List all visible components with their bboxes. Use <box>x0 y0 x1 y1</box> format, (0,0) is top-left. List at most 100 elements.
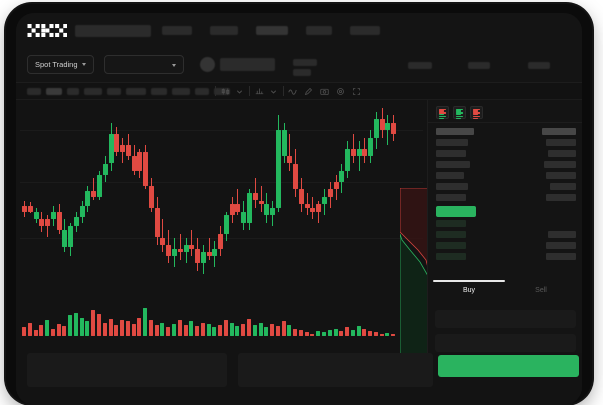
orderbook-ask-row[interactable] <box>436 161 470 168</box>
volume-bar <box>160 322 165 336</box>
positions-panel[interactable] <box>238 353 433 387</box>
volume-bar <box>356 326 361 336</box>
orderbook-ask-row[interactable] <box>436 194 466 201</box>
indicator-icon[interactable] <box>255 87 264 96</box>
orderbook-mode-both[interactable] <box>436 106 449 120</box>
candle-body <box>206 252 212 256</box>
chart-interval-button[interactable] <box>84 88 102 95</box>
volume-bar <box>137 317 142 336</box>
pencil-icon[interactable] <box>304 87 313 96</box>
candle-body <box>385 122 391 131</box>
volume-bar <box>120 320 125 336</box>
chart-interval-button[interactable] <box>195 88 209 95</box>
candle-body <box>333 182 339 190</box>
candle-body <box>218 233 224 249</box>
chevron-down-icon[interactable] <box>269 87 278 96</box>
orderbook-mode-row <box>456 110 461 112</box>
orderbook-ask-row[interactable] <box>436 172 464 179</box>
header-nav-item[interactable] <box>306 26 332 35</box>
candle-body <box>50 211 56 219</box>
candle-body <box>298 189 304 205</box>
candlestick-icon[interactable] <box>221 87 230 96</box>
candle-wick <box>191 230 193 256</box>
chart-interval-button[interactable] <box>27 88 41 95</box>
orderbook-ask-row[interactable] <box>436 128 474 135</box>
orderbook-mode-row <box>456 116 463 118</box>
volume-bar <box>97 314 101 336</box>
volume-bar <box>68 315 73 336</box>
chart-interval-button[interactable] <box>67 88 79 95</box>
orderbook-ask-row[interactable] <box>436 183 468 190</box>
chevron-down-icon[interactable] <box>235 87 244 96</box>
candle-body <box>235 204 241 212</box>
candle-body <box>247 193 252 223</box>
settings-gear-icon[interactable] <box>336 87 345 96</box>
header-nav-item[interactable] <box>350 26 380 35</box>
tab-sell[interactable]: Sell <box>535 287 547 294</box>
ticker-price <box>220 58 275 71</box>
volume-bar <box>287 325 292 336</box>
volume-bar <box>183 325 188 336</box>
candle-wick <box>318 200 320 223</box>
orderbook-ask-row[interactable] <box>436 150 466 157</box>
camera-icon[interactable] <box>320 87 329 96</box>
candle-body <box>172 248 177 256</box>
candle-body <box>345 148 351 171</box>
active-tab-indicator <box>433 280 505 282</box>
volume-bar <box>27 322 32 336</box>
price-chart[interactable] <box>16 100 427 368</box>
header-nav-item[interactable] <box>256 26 288 35</box>
orderbook-mode-bids[interactable] <box>453 106 466 120</box>
open-orders-panel[interactable] <box>27 353 227 387</box>
volume-bar <box>206 323 211 336</box>
orderbook-ask-row[interactable] <box>436 139 468 146</box>
trading-pair-select[interactable] <box>104 55 184 74</box>
header-nav-item[interactable] <box>162 26 192 35</box>
orderbook-bid-row[interactable] <box>436 242 466 249</box>
candle-wick <box>387 115 389 145</box>
volume-bar <box>195 326 200 336</box>
header-nav-item[interactable] <box>210 26 238 35</box>
orderbook-bid-row[interactable] <box>436 220 466 227</box>
orderbook-mode-row <box>473 112 480 114</box>
spot-trading-selector[interactable]: Spot Trading <box>27 55 94 74</box>
volume-bar <box>108 318 113 336</box>
volume-bar <box>275 326 280 336</box>
candle-body <box>56 211 62 231</box>
submit-buy-button[interactable] <box>438 355 579 377</box>
orderbook-bid-row[interactable] <box>436 231 466 238</box>
orderbook-divider <box>428 122 582 123</box>
volume-bar <box>212 327 217 336</box>
tab-buy[interactable]: Buy <box>462 287 476 294</box>
fullscreen-icon[interactable] <box>352 87 361 96</box>
orderbook-bid-row[interactable] <box>436 253 466 260</box>
candle-wick <box>208 237 210 260</box>
chart-interval-button[interactable] <box>172 88 190 95</box>
candle-body <box>125 145 131 157</box>
orderbook-bid-amount <box>548 231 576 238</box>
orderbook-mode-row <box>456 118 461 120</box>
amount-field[interactable] <box>435 334 576 352</box>
candle-body <box>316 204 322 212</box>
volume-bar <box>270 323 275 336</box>
orderbook-mode-row <box>473 116 480 118</box>
candle-body <box>85 191 91 207</box>
header-search-field[interactable] <box>75 25 151 37</box>
chart-interval-button[interactable] <box>151 88 167 95</box>
orderbook-mode-row <box>439 116 446 118</box>
chart-interval-button[interactable] <box>46 88 62 95</box>
chart-interval-button[interactable] <box>107 88 121 95</box>
orderbook-ask-amount <box>546 194 576 201</box>
line-tool-icon[interactable] <box>288 87 297 96</box>
candle-body <box>322 196 327 205</box>
volume-bar <box>333 328 338 336</box>
volume-bar <box>241 323 246 336</box>
candle-body <box>212 248 218 256</box>
volume-bar <box>298 329 303 336</box>
price-field[interactable] <box>435 310 576 328</box>
okx-logo[interactable] <box>27 24 67 37</box>
orderbook-mode-asks[interactable] <box>470 106 483 120</box>
chart-interval-button[interactable] <box>126 88 146 95</box>
volume-bar <box>373 332 378 336</box>
